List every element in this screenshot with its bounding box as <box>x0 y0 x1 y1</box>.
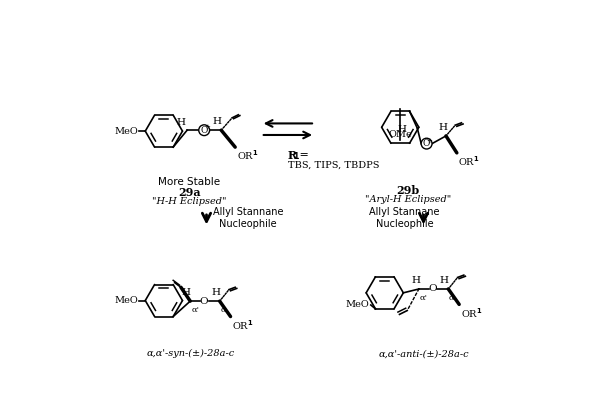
Text: O: O <box>423 139 431 148</box>
Text: TBS, TIPS, TBDPS: TBS, TIPS, TBDPS <box>288 160 379 169</box>
Text: +: + <box>426 138 432 144</box>
Text: MeO: MeO <box>346 300 369 309</box>
Text: "H-H Eclipsed": "H-H Eclipsed" <box>152 197 227 206</box>
Text: OR$^{\mathbf{1}}$: OR$^{\mathbf{1}}$ <box>237 149 258 163</box>
Text: H: H <box>211 288 220 297</box>
Text: OR$^{\mathbf{1}}$: OR$^{\mathbf{1}}$ <box>459 154 480 168</box>
Text: More Stable: More Stable <box>158 177 221 187</box>
Circle shape <box>421 138 432 149</box>
Text: O: O <box>200 297 209 305</box>
Text: R: R <box>288 150 297 161</box>
Text: Allyl Stannane
Nucleophile: Allyl Stannane Nucleophile <box>369 207 440 229</box>
Text: OR$^{\mathbf{1}}$: OR$^{\mathbf{1}}$ <box>232 318 254 332</box>
Circle shape <box>199 125 210 136</box>
Text: H: H <box>398 125 407 134</box>
Text: H: H <box>411 276 420 285</box>
Text: α: α <box>221 306 226 314</box>
Text: α': α' <box>192 306 200 314</box>
Text: α: α <box>449 294 454 302</box>
Text: α,α'-syn-(±)-28a-c: α,α'-syn-(±)-28a-c <box>147 349 235 358</box>
Text: OR$^{\mathbf{1}}$: OR$^{\mathbf{1}}$ <box>460 306 483 320</box>
Text: H: H <box>440 276 449 285</box>
Text: H: H <box>176 118 185 127</box>
Text: α,α'-anti-(±)-28a-c: α,α'-anti-(±)-28a-c <box>378 349 469 358</box>
Text: MeO: MeO <box>115 127 138 136</box>
Text: =: = <box>297 150 309 160</box>
Text: "Aryl-H Eclipsed": "Aryl-H Eclipsed" <box>365 195 451 204</box>
Text: α': α' <box>420 294 428 302</box>
Text: OMe: OMe <box>388 129 412 139</box>
Text: H: H <box>438 123 447 132</box>
Text: 29b: 29b <box>396 185 420 196</box>
Text: $^{\mathbf{1}}$: $^{\mathbf{1}}$ <box>292 150 300 161</box>
Text: O: O <box>200 126 208 134</box>
Text: 29a: 29a <box>178 186 201 198</box>
Text: MeO: MeO <box>115 296 138 305</box>
Text: Allyl Stannane
Nucleophile: Allyl Stannane Nucleophile <box>213 207 283 229</box>
Text: O: O <box>429 285 437 293</box>
Text: +: + <box>205 124 210 130</box>
Text: H: H <box>181 288 190 297</box>
Text: H: H <box>213 117 222 127</box>
